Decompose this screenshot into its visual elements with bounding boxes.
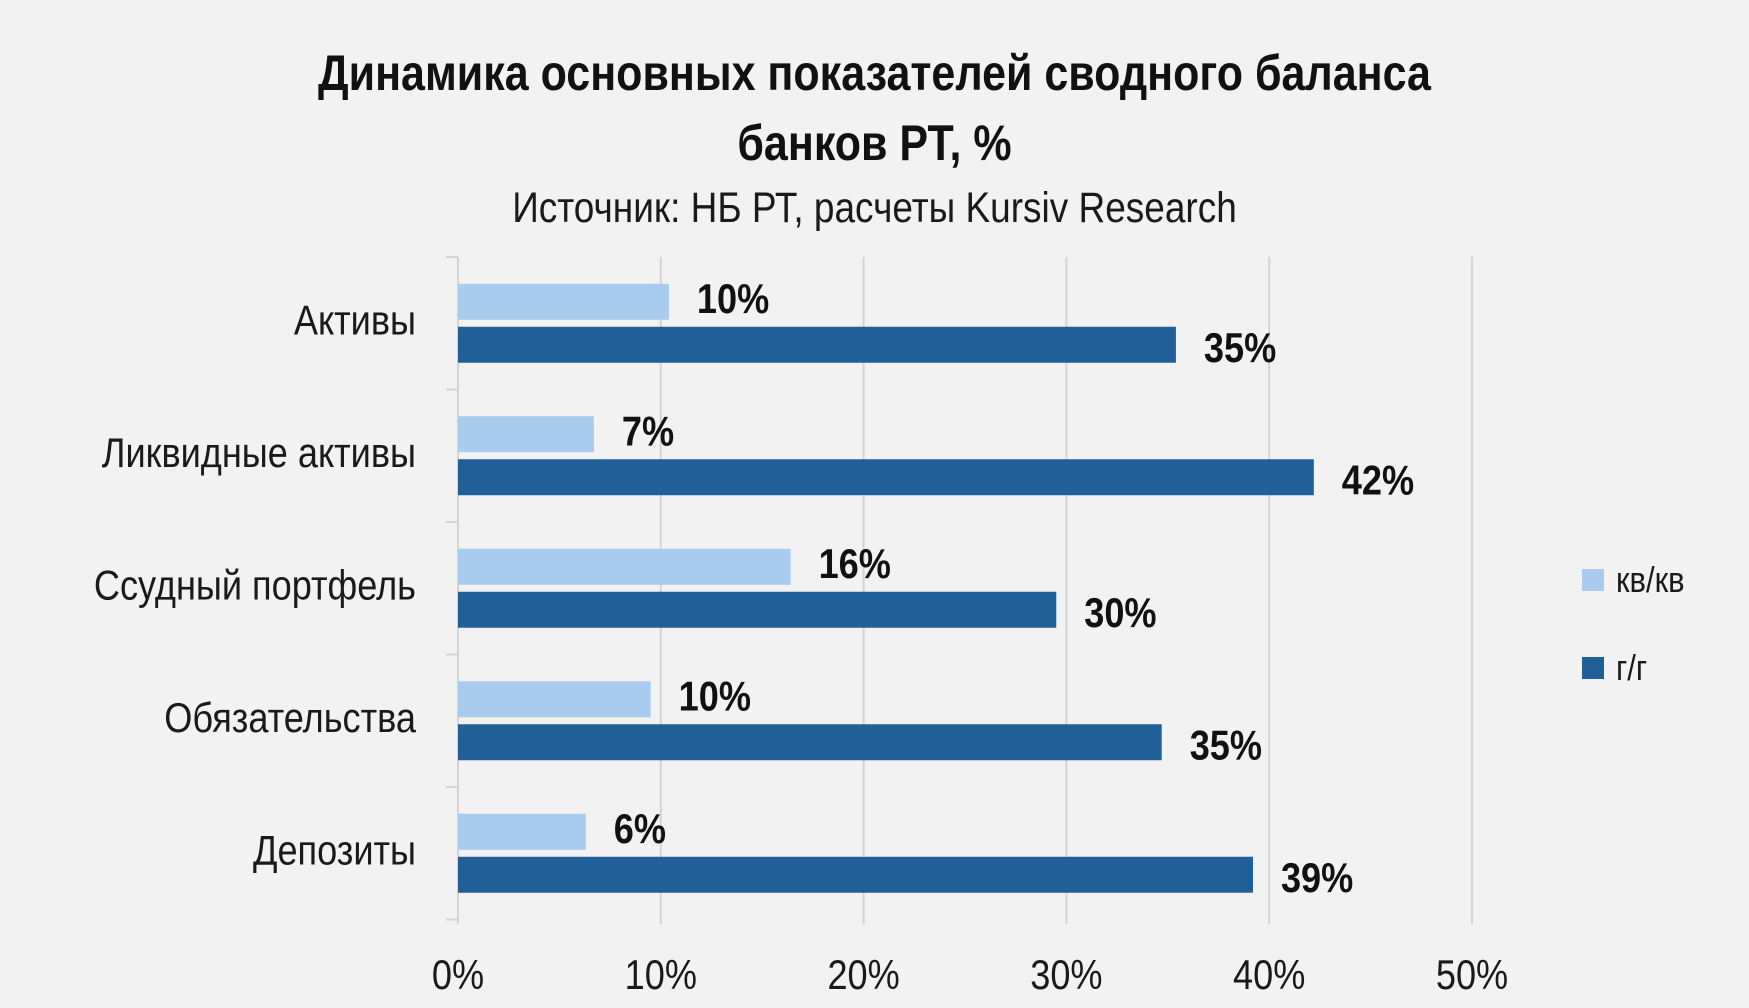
legend-item-yoy: г/г — [1582, 647, 1696, 688]
x-tick-label: 30% — [1030, 953, 1102, 999]
x-tick-label: 40% — [1233, 953, 1305, 999]
title-block: Динамика основных показателей сводного б… — [0, 38, 1749, 236]
category-label: Обязательства — [164, 695, 416, 741]
bar-yoy — [458, 856, 1253, 893]
data-label-yoy: 42% — [1342, 458, 1414, 504]
data-label-qoq: 10% — [697, 276, 769, 322]
bar-qoq — [458, 548, 791, 585]
data-label-qoq: 6% — [614, 806, 666, 852]
legend-label-qoq: кв/кв — [1616, 559, 1685, 600]
category-label: Активы — [294, 298, 416, 344]
data-label-yoy: 35% — [1190, 723, 1262, 769]
bar-yoy — [458, 724, 1162, 761]
data-label-qoq: 10% — [679, 674, 751, 720]
x-tick-label: 20% — [827, 953, 899, 999]
bar-yoy — [458, 591, 1057, 628]
x-tick-label: 10% — [625, 953, 697, 999]
data-label-yoy: 39% — [1281, 855, 1353, 901]
legend-item-qoq: кв/кв — [1582, 559, 1696, 600]
chart-subtitle: Источник: НБ РТ, расчеты Kursiv Research — [512, 184, 1237, 232]
bar-qoq — [458, 416, 594, 453]
bar-qoq — [458, 813, 586, 850]
data-label-qoq: 16% — [819, 541, 891, 587]
bar-qoq — [458, 681, 651, 718]
chart-title-line-2: банков РТ, % — [737, 115, 1012, 171]
legend-swatch-yoy — [1582, 657, 1604, 679]
bar-yoy — [458, 459, 1314, 496]
data-label-yoy: 35% — [1204, 325, 1276, 371]
category-label: Ссудный портфель — [94, 563, 416, 609]
legend: кв/кв г/г — [1582, 559, 1696, 736]
category-label: Ликвидные активы — [102, 430, 416, 476]
chart-title-line-1: Динамика основных показателей сводного б… — [318, 45, 1431, 101]
x-tick-label: 0% — [432, 953, 484, 999]
x-tick-label: 50% — [1436, 953, 1508, 999]
legend-label-yoy: г/г — [1616, 647, 1648, 688]
data-label-qoq: 7% — [622, 409, 674, 455]
legend-swatch-qoq — [1582, 569, 1604, 591]
category-label: Депозиты — [253, 828, 416, 874]
bar-qoq — [458, 283, 669, 320]
data-label-yoy: 30% — [1084, 590, 1156, 636]
bar-yoy — [458, 326, 1176, 363]
